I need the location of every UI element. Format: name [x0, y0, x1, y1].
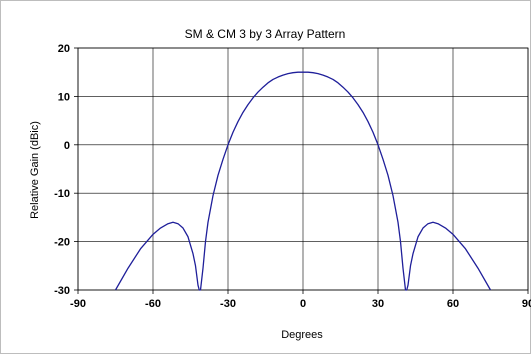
- x-tick-label: -30: [220, 298, 236, 310]
- y-tick-label: -30: [54, 285, 70, 297]
- series-layer: [114, 71, 492, 291]
- y-tick-label: 20: [58, 43, 70, 55]
- series-line: [114, 71, 492, 291]
- x-tick-label: 90: [522, 298, 531, 310]
- grid-layer: [77, 47, 529, 291]
- x-tick-label: 0: [300, 298, 306, 310]
- x-tick-label: 60: [447, 298, 459, 310]
- y-tick-label: -10: [54, 188, 70, 200]
- chart-title: SM & CM 3 by 3 Array Pattern: [185, 27, 346, 41]
- y-tick-label: 0: [64, 140, 70, 152]
- y-tick-label: -20: [54, 237, 70, 249]
- y-tick-label: 10: [58, 91, 70, 103]
- x-tick-label: 30: [372, 298, 384, 310]
- x-tick-label: -60: [145, 298, 161, 310]
- y-axis-label: Relative Gain (dBic): [29, 121, 41, 219]
- x-axis-label: Degrees: [281, 329, 323, 341]
- x-tick-label: -90: [70, 298, 86, 310]
